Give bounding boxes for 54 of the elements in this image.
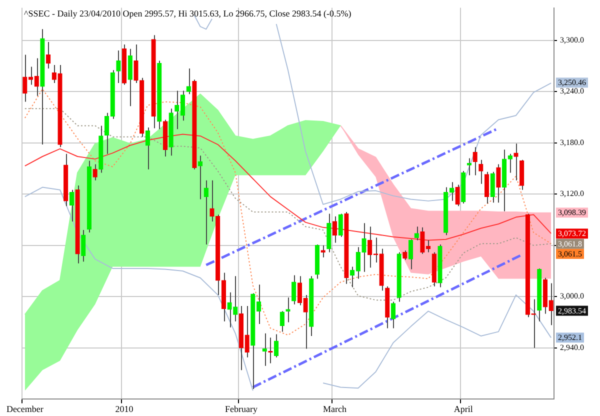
candlestick <box>408 238 414 270</box>
candlestick <box>145 126 150 170</box>
candlestick <box>128 48 132 107</box>
candlestick <box>280 310 284 332</box>
y-tick-label: 2,940.0 <box>560 343 584 352</box>
y-tick-label: 3,120.0 <box>560 189 584 198</box>
x-tick-label: April <box>454 404 474 414</box>
annotation: 3,073.72 <box>558 229 586 238</box>
candlestick <box>274 334 279 358</box>
y-tick-label: 3,240.0 <box>560 86 584 96</box>
candlestick <box>414 226 419 241</box>
candlestick <box>134 44 138 84</box>
annotation: 2,983.54 <box>558 306 586 316</box>
candlestick <box>402 250 408 260</box>
candlestick <box>472 146 478 176</box>
candlestick <box>514 143 518 181</box>
x-tick-label: February <box>224 404 258 414</box>
candlestick <box>362 222 366 272</box>
candlestick <box>496 164 501 204</box>
candlestick <box>508 153 512 174</box>
candlestick <box>52 64 56 84</box>
candlestick <box>490 171 495 204</box>
candlestick <box>227 292 232 328</box>
candlestick <box>204 180 208 246</box>
candlestick <box>478 159 484 184</box>
candlestick <box>292 274 296 305</box>
candlestick <box>92 164 98 181</box>
y-tick-label: 3,000.0 <box>560 292 584 301</box>
candlestick <box>233 276 238 322</box>
chart-title: ^SSEC - Daily 23/04/2010 Open 2995.57, Hi 3015.63, Lo 2966.75, Close 2983.54 (-0.5%) <box>24 8 352 19</box>
candlestick <box>69 189 74 222</box>
annotation: 3,250.46 <box>558 78 586 88</box>
candlestick <box>116 50 121 84</box>
x-tick-label: March <box>323 404 348 414</box>
candlestick <box>338 213 343 238</box>
y-tick-label: 3,180.0 <box>560 138 584 147</box>
x-tick-label: December <box>6 404 44 414</box>
candlestick <box>455 184 460 207</box>
y-tick-label: 3,300.0 <box>560 35 584 44</box>
annotation: 3,061.8 <box>558 239 582 248</box>
candlestick <box>210 180 214 222</box>
candlestick <box>484 171 490 204</box>
text: 3,061.5 <box>558 249 582 258</box>
candlestick <box>81 229 86 262</box>
candlestick <box>332 216 338 244</box>
candlestick <box>186 68 191 95</box>
candlestick <box>46 41 51 69</box>
x-tick-label: 2010 <box>115 404 134 414</box>
candlestick <box>520 159 524 190</box>
annotation: 2,952.1 <box>558 333 582 342</box>
annotation: 3,098.39 <box>558 208 586 218</box>
candlestick <box>390 301 396 329</box>
line-series <box>24 108 552 301</box>
line-series <box>24 88 552 336</box>
